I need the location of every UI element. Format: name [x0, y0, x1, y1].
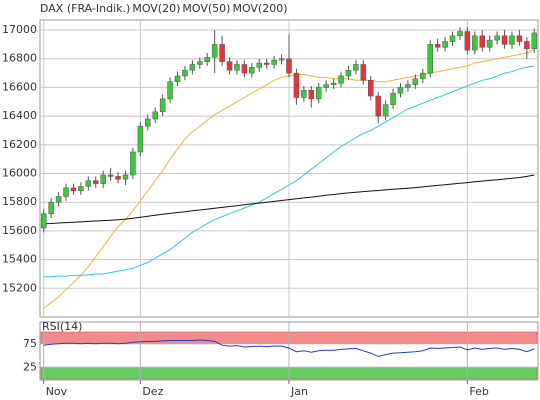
y-tick-label: 17000 [2, 23, 37, 36]
candle-body [263, 62, 270, 65]
candle-body [427, 44, 433, 74]
x-tick-label: Nov [46, 385, 68, 398]
candle-body [85, 180, 92, 187]
candle-body [293, 72, 300, 98]
rsi-tick-label: 75 [23, 337, 37, 350]
candle-body [486, 39, 493, 48]
candle-body [211, 44, 218, 58]
y-tick-label: 16200 [2, 138, 37, 151]
candle-body [107, 174, 114, 177]
y-tick-label: 16800 [2, 52, 37, 65]
candle-body [219, 44, 225, 62]
candle-body [368, 80, 374, 97]
candle-body [55, 196, 62, 203]
y-tick-label: 16000 [2, 167, 37, 180]
candle-body [40, 213, 47, 229]
legend-entry: MOV(50) [182, 2, 230, 15]
candle-body [457, 31, 463, 37]
candle-body [115, 176, 121, 180]
candle-body [189, 64, 196, 71]
candle-body [241, 64, 248, 74]
candle-body [122, 174, 129, 180]
candle-body [420, 72, 426, 80]
candle-body [256, 62, 263, 68]
candle-body [48, 201, 54, 214]
candle-body [249, 67, 255, 74]
candle-body [323, 84, 329, 88]
candle-body [308, 90, 315, 100]
candle-body [301, 90, 307, 98]
candle-body [397, 87, 404, 94]
moving-average-line [43, 65, 535, 278]
candle-body [100, 174, 106, 184]
candle-body [464, 31, 471, 51]
candle-body [167, 81, 173, 100]
candle-body [516, 35, 523, 42]
legend-entry: MOV(200) [232, 2, 287, 15]
candle-body [70, 187, 77, 191]
candle-body [315, 87, 322, 100]
y-tick-label: 15800 [2, 195, 37, 208]
candle-body [390, 92, 396, 105]
candle-body [137, 125, 144, 153]
y-tick-label: 16600 [2, 80, 37, 93]
candle-body [197, 61, 203, 65]
rsi-tick-label: 25 [23, 360, 37, 373]
candle-body [152, 111, 158, 120]
x-tick-label: Jan [290, 385, 308, 398]
candle-body [278, 58, 285, 61]
candle-body [449, 35, 456, 42]
candle-body [78, 186, 84, 191]
candle-body [92, 180, 99, 184]
candle-body [494, 35, 500, 41]
candle-body [501, 35, 508, 45]
candle-body [360, 64, 367, 81]
candle-body [286, 58, 292, 74]
candle-body [524, 41, 530, 49]
x-tick-label: Dez [142, 385, 163, 398]
y-tick-label: 16400 [2, 109, 37, 122]
candle-body [330, 82, 337, 85]
chart-title: DAX (FRA-Indik.) [40, 2, 130, 15]
candle-body [345, 69, 352, 77]
y-tick-label: 15400 [2, 253, 37, 266]
rsi-line [43, 339, 535, 357]
moving-average-line [43, 174, 535, 225]
candle-body [509, 35, 515, 45]
x-tick-label: Feb [469, 385, 488, 398]
candle-body [63, 187, 69, 197]
rsi-label: RSI(14) [42, 320, 82, 333]
candle-body [226, 61, 233, 71]
y-tick-label: 15600 [2, 224, 37, 237]
candle-body [234, 64, 240, 71]
candle-body [472, 35, 478, 51]
candle-body [405, 84, 411, 88]
candle-body [182, 69, 188, 77]
candle-body [382, 104, 389, 117]
candle-body [338, 75, 344, 84]
candle-body [159, 98, 166, 113]
candle-body [271, 59, 277, 65]
candle-body [442, 41, 448, 48]
candle-body [375, 95, 381, 117]
candle-body [174, 75, 181, 82]
candle-body [412, 78, 419, 85]
candle-body [145, 118, 151, 127]
candle-body [479, 35, 486, 48]
candle-body [130, 151, 136, 176]
y-tick-label: 15200 [2, 281, 37, 294]
legend-entry: MOV(20) [132, 2, 180, 15]
candle-body [204, 57, 210, 62]
candle-body [353, 64, 359, 71]
candle-body [434, 44, 441, 48]
candle-body [531, 32, 538, 49]
